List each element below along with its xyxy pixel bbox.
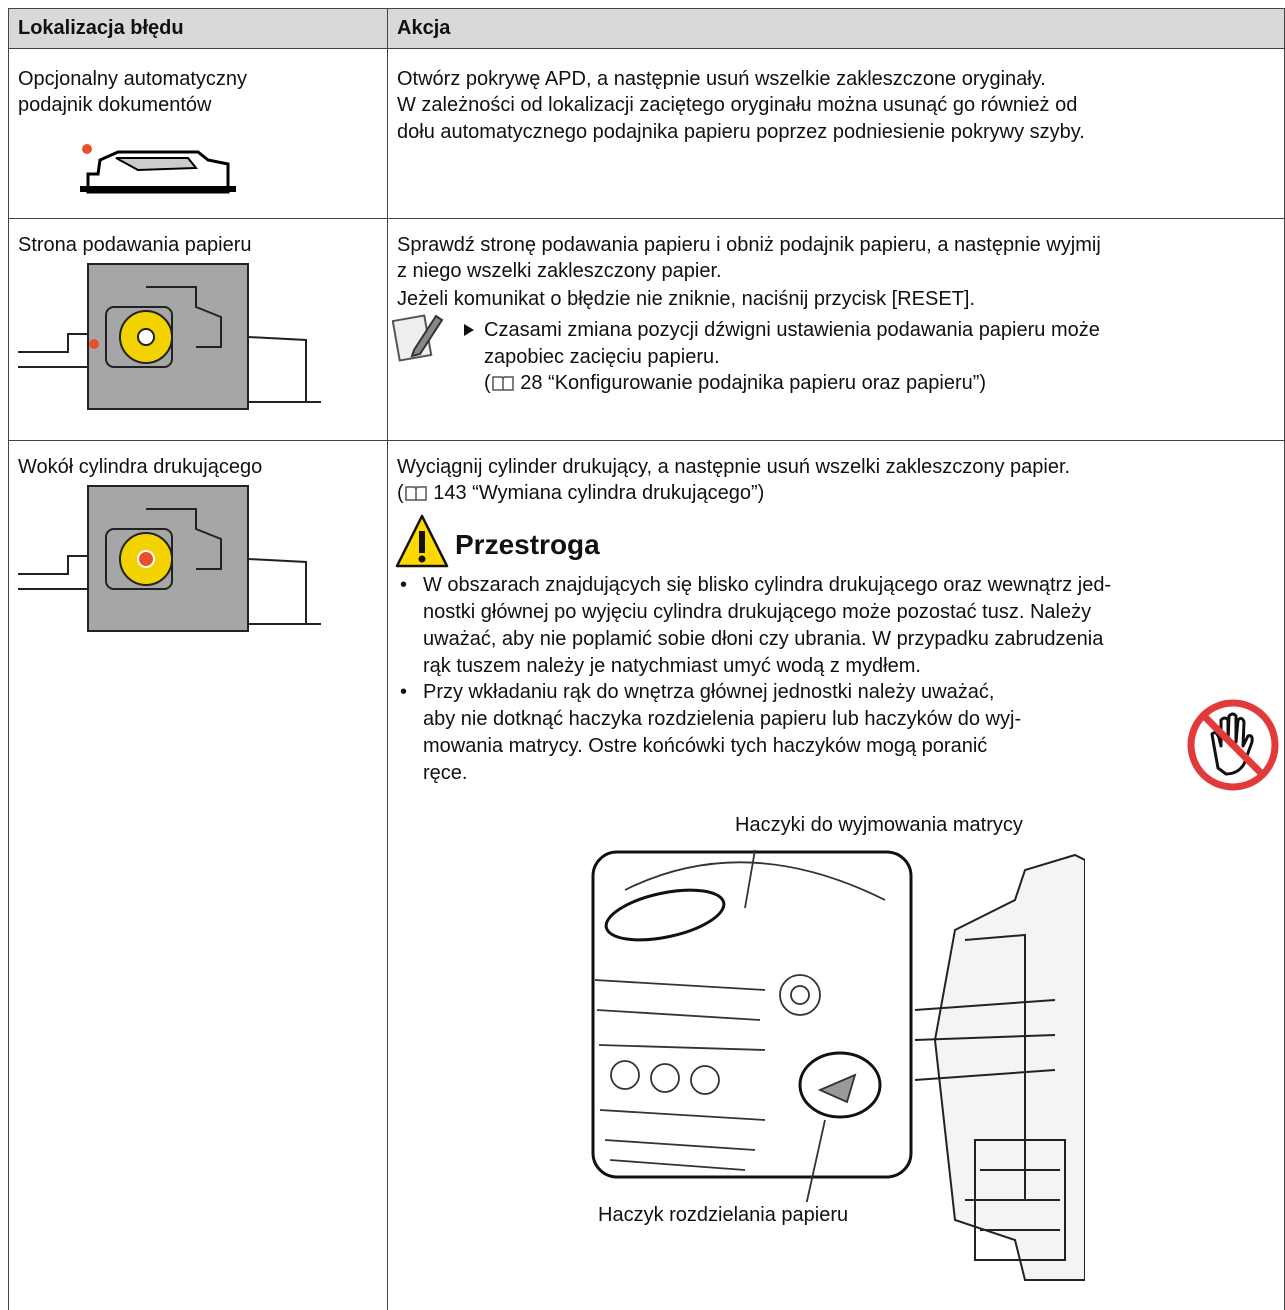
border [8,8,1285,9]
bullet-text: nostki głównej po wyjęciu cylindra druku… [423,601,1092,623]
caution-title: Przestroga [455,529,600,560]
figure [591,849,1085,1281]
action: Wyciągnij cylinder drukujący, a następni… [397,456,1071,478]
header-bg [8,8,1285,48]
bullet-text: uważać, aby nie poplamić sobie dłoni czy… [423,628,1104,650]
printer-cylinder-icon [18,485,321,632]
reference: ( 28 “Konfigurowanie podajnika papieru o… [484,370,986,396]
border [8,48,1285,49]
location: Wokół cylindra drukującego [18,456,263,478]
no-hand-icon [1187,699,1279,791]
action: Sprawdź stronę podawania papieru i obniż… [397,234,1101,256]
action: z niego wszelki zakleszczony papier. [397,260,722,282]
book-icon [404,486,427,501]
border [8,8,9,1310]
printer-feed-icon [18,263,321,410]
bullet-text: aby nie dotknąć haczyka rozdzielenia pap… [423,708,1022,730]
note: Czasami zmiana pozycji dźwigni ustawieni… [484,319,1100,341]
ref[interactable]: 143 “Wymiana cylindra drukującego”) [433,482,765,504]
ref[interactable]: 28 “Konfigurowanie podajnika papieru ora… [520,372,987,394]
bullet-text: rąk tuszem należy je natychmiast umyć wo… [423,655,921,677]
header-cell: Akcja [397,17,451,39]
location-spacer [387,440,439,640]
border [387,8,388,1310]
note-icon [392,314,444,362]
adf-icon [80,144,236,194]
note-arrow [464,324,474,336]
reference: ( 143 “Wymiana cylindra drukującego”) [397,480,764,506]
bullet-text: W obszarach znajdujących się blisko cyli… [423,574,1112,596]
figure-label: Haczyki do wyjmowania matrycy [735,814,1023,836]
location: Opcjonalny automatyczny [18,68,248,90]
ref-open: ( [484,372,491,394]
header-cell: Lokalizacja błędu [18,17,184,39]
location: Strona podawania papieru [18,234,252,256]
bullet-text: Przy wkładaniu rąk do wnętrza głównej je… [423,681,995,703]
bullet-text: mowania matrycy. Ostre końcówki tych hac… [423,735,988,757]
bullet: • [400,574,408,596]
action: dołu automatycznego podajnika papieru po… [397,121,1085,143]
bullet-text: ręce. [423,762,468,784]
action: Jeżeli komunikat o błędzie nie zniknie, … [397,288,976,310]
border [8,440,1285,441]
book-icon [491,376,514,391]
figure-label: Haczyk rozdzielania papieru [598,1202,849,1228]
location: podajnik dokumentów [18,94,212,116]
bullet: • [400,681,408,703]
border [8,218,1285,219]
ref-open: ( [397,482,404,504]
note: zapobiec zacięciu papieru. [484,346,720,368]
action: Otwórz pokrywę APD, a następnie usuń wsz… [397,68,1046,90]
caution-icon [395,514,449,568]
action: W zależności od lokalizacji zaciętego or… [397,94,1078,116]
